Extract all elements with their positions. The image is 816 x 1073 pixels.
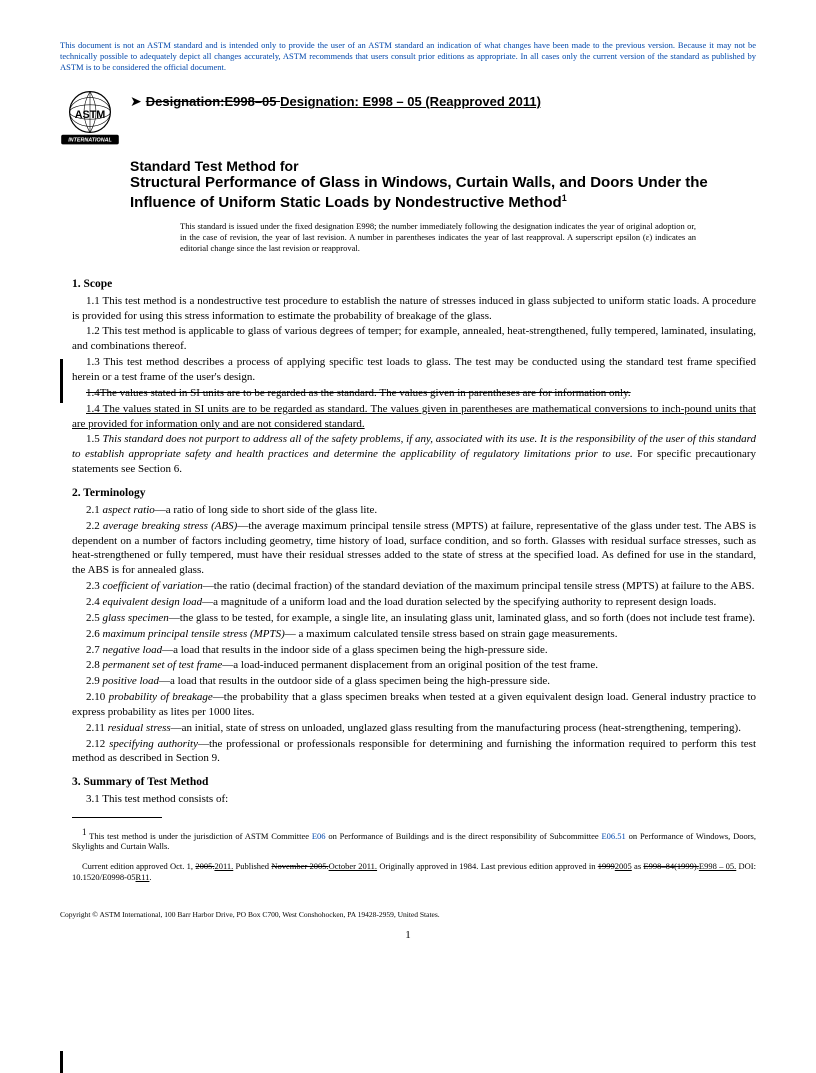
svg-text:INTERNATIONAL: INTERNATIONAL — [68, 138, 112, 144]
page-number: 1 — [60, 929, 756, 941]
issue-note: This standard is issued under the fixed … — [180, 221, 696, 254]
para-1-4-old: 1.4The values stated in SI units are to … — [72, 386, 756, 401]
para-1-3: 1.3 This test method describes a process… — [72, 355, 756, 385]
section-2-head: 2. Terminology — [72, 487, 756, 499]
title-main-text: Structural Performance of Glass in Windo… — [130, 174, 708, 211]
section-1-head: 1. Scope — [72, 278, 756, 290]
header-row: ASTM INTERNATIONAL ➤ Designation:E998–05… — [60, 88, 756, 148]
para-1-1: 1.1 This test method is a nondestructive… — [72, 294, 756, 324]
term-2-8: 2.8 permanent set of test frame—a load-i… — [72, 658, 756, 673]
change-bar-1 — [60, 359, 63, 403]
designation-line: ➤ Designation:E998–05 Designation: E998 … — [130, 88, 756, 111]
change-bar-2 — [60, 1051, 63, 1073]
term-2-12: 2.12 specifying authority—the profession… — [72, 737, 756, 767]
term-2-1: 2.1 aspect ratio—a ratio of long side to… — [72, 503, 756, 518]
designation-new: Designation: E998 – 05 (Reapproved 2011) — [280, 94, 541, 109]
term-2-7: 2.7 negative load—a load that results in… — [72, 643, 756, 658]
term-2-6: 2.6 maximum principal tensile stress (MP… — [72, 627, 756, 642]
copyright-line: Copyright © ASTM International, 100 Barr… — [60, 910, 756, 919]
change-arrow-icon: ➤ — [130, 94, 142, 111]
para-3-1: 3.1 This test method consists of: — [72, 792, 756, 807]
para-1-2: 1.2 This test method is applicable to gl… — [72, 324, 756, 354]
astm-logo: ASTM INTERNATIONAL — [60, 88, 120, 148]
link-e06[interactable]: E06 — [312, 830, 326, 840]
p15a: 1.5 — [86, 433, 103, 445]
para-1-5: 1.5 This standard does not purport to ad… — [72, 432, 756, 477]
term-2-9: 2.9 positive load—a load that results in… — [72, 674, 756, 689]
change-bar-column — [60, 268, 64, 892]
para-1-4-underline: 1.4 The values stated in SI units are to… — [72, 403, 756, 430]
svg-text:ASTM: ASTM — [75, 109, 106, 121]
para-1-4-strike: 1.4The values stated in SI units are to … — [86, 387, 631, 399]
term-2-11: 2.11 residual stress—an initial, state o… — [72, 721, 756, 736]
designation-old: Designation:E998–05 — [146, 94, 280, 109]
link-e0651[interactable]: E06.51 — [601, 830, 625, 840]
footnote-2: Current edition approved Oct. 1, 2005.20… — [72, 861, 756, 883]
title-superscript: 1 — [562, 193, 567, 203]
section-3-head: 3. Summary of Test Method — [72, 776, 756, 788]
title-main: Structural Performance of Glass in Windo… — [130, 174, 756, 213]
top-disclaimer: This document is not an ASTM standard an… — [60, 40, 756, 73]
title-line1: Standard Test Method for — [130, 158, 756, 174]
term-2-5: 2.5 glass specimen—the glass to be teste… — [72, 611, 756, 626]
content-column: 1. Scope 1.1 This test method is a nonde… — [72, 268, 756, 892]
title-block: Standard Test Method for Structural Perf… — [130, 158, 756, 213]
term-2-10: 2.10 probability of breakage—the probabi… — [72, 690, 756, 720]
term-2-2: 2.2 average breaking stress (ABS)—the av… — [72, 519, 756, 578]
footnote-1: 1 This test method is under the jurisdic… — [72, 827, 756, 853]
footnote-separator — [72, 817, 162, 818]
para-1-4-new: 1.4 The values stated in SI units are to… — [72, 402, 756, 432]
term-2-4: 2.4 equivalent design load—a magnitude o… — [72, 595, 756, 610]
term-2-3: 2.3 coefficient of variation—the ratio (… — [72, 579, 756, 594]
